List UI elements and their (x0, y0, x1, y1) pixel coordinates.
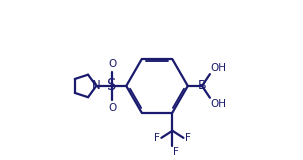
Text: F: F (185, 133, 191, 143)
Text: B: B (198, 80, 206, 92)
Text: O: O (108, 103, 116, 112)
Text: N: N (92, 80, 101, 92)
Text: OH: OH (210, 63, 226, 73)
Text: O: O (108, 59, 116, 69)
Text: OH: OH (210, 99, 226, 109)
Text: F: F (155, 133, 160, 143)
Text: S: S (107, 78, 117, 93)
Text: F: F (173, 147, 179, 157)
